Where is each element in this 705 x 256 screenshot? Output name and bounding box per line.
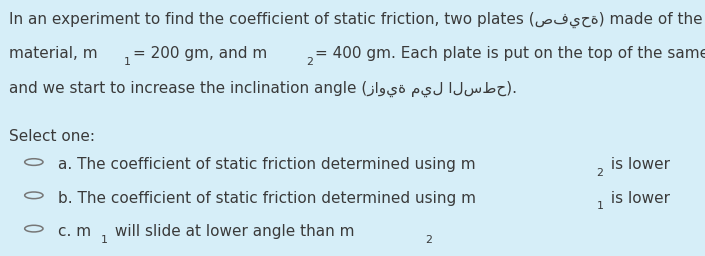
Text: 2: 2 [596,168,603,178]
Text: b. The coefficient of static friction determined using m: b. The coefficient of static friction de… [58,191,476,206]
Text: In an experiment to find the coefficient of static friction, two plates (صفيحة) : In an experiment to find the coefficient… [9,12,705,28]
Text: will slide at lower angle than m: will slide at lower angle than m [109,224,354,239]
Text: material, m: material, m [9,46,98,61]
Text: Select one:: Select one: [9,129,95,144]
Text: a. The coefficient of static friction determined using m: a. The coefficient of static friction de… [58,157,475,173]
Text: = 200 gm, and m: = 200 gm, and m [133,46,266,61]
Text: 2: 2 [425,235,432,245]
Text: c. m: c. m [58,224,91,239]
Text: = 400 gm. Each plate is put on the top of the same  inclined plane,: = 400 gm. Each plate is put on the top o… [314,46,705,61]
Text: 1: 1 [101,235,108,245]
Text: is lower: is lower [606,157,670,173]
Text: 1: 1 [123,57,130,67]
Text: 2: 2 [306,57,312,67]
Text: is lower: is lower [606,191,670,206]
Text: and we start to increase the inclination angle (زاوية ميل السطح).: and we start to increase the inclination… [9,81,517,97]
Text: 1: 1 [597,201,604,211]
